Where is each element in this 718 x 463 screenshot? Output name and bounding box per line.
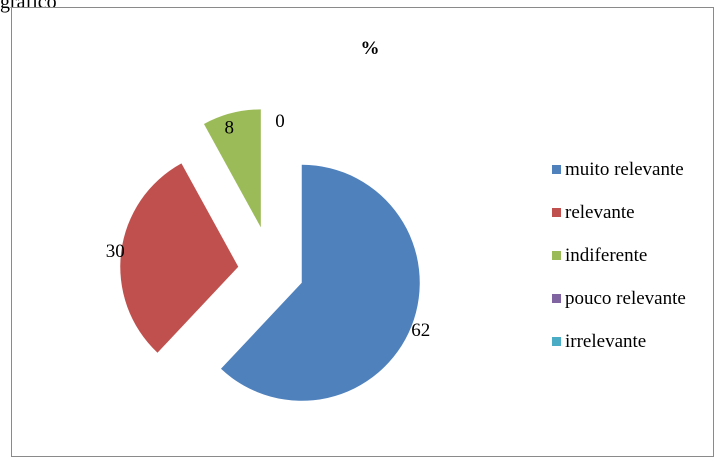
legend-label-pouco-relevante: pouco relevante [565, 288, 686, 309]
data-label-muito-relevante: 62 [411, 320, 430, 341]
legend-label-relevante: relevante [565, 202, 635, 223]
pie-slice-indiferente [203, 109, 261, 228]
legend-swatch-indiferente [552, 251, 561, 260]
legend-swatch-irrelevante [552, 337, 561, 346]
pie-slice-relevante [120, 163, 239, 353]
legend-swatch-relevante [552, 208, 561, 217]
data-label-pouco-relevante: 0 [275, 111, 285, 132]
pie-slices [120, 109, 420, 401]
legend-swatch-muito-relevante [552, 165, 561, 174]
chart-frame: % 62 30 8 0 muito relevante relevante indifer… [11, 7, 714, 457]
chart-title: % [361, 38, 380, 59]
data-label-relevante: 30 [106, 241, 125, 262]
pie-chart: % 62 30 8 0 muito relevante relevante indifer… [106, 38, 686, 401]
legend-label-muito-relevante: muito relevante [565, 159, 684, 180]
legend-label-indiferente: indiferente [565, 245, 647, 266]
legend-label-irrelevante: irrelevante [565, 331, 646, 352]
data-labels: 62 30 8 0 [106, 111, 431, 341]
pie-slice-muito-relevante [220, 164, 420, 401]
data-label-indiferente: 8 [224, 118, 234, 139]
chart-legend: muito relevante relevante indiferente pouco… [552, 159, 686, 352]
legend-swatch-pouco-relevante [552, 294, 561, 303]
